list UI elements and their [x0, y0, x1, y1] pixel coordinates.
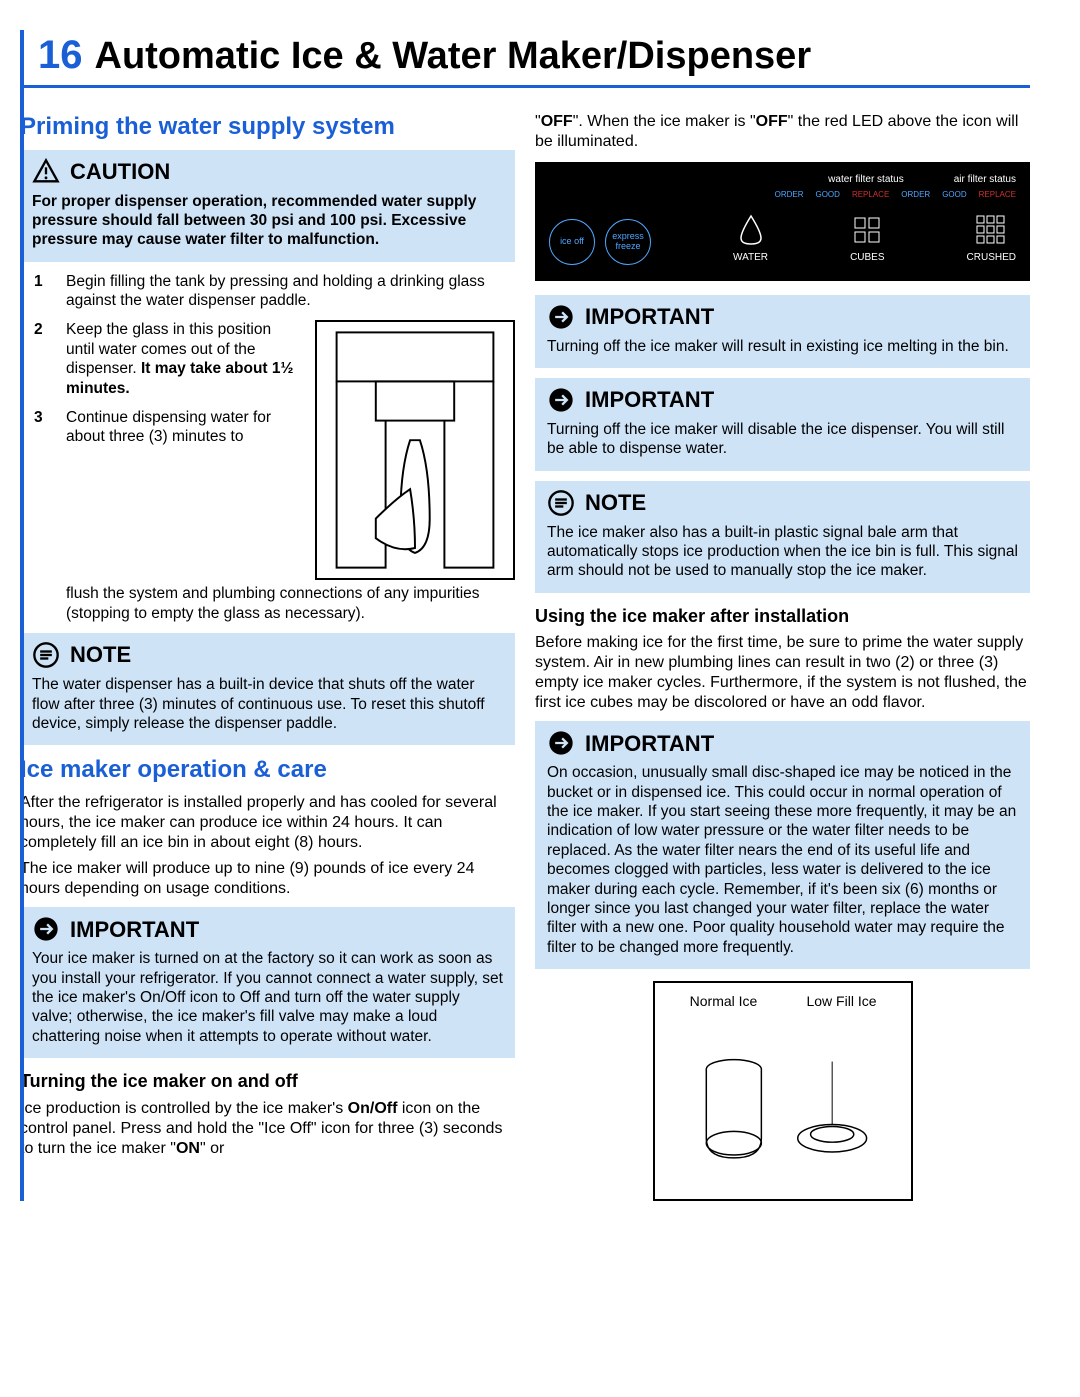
panel-cubes-item: CUBES	[850, 214, 884, 265]
normal-ice-label: Normal Ice	[684, 993, 764, 1011]
right-column: "OFF". When the ice maker is "OFF" the r…	[535, 106, 1030, 1202]
panel-water-label: WATER	[733, 252, 768, 265]
panel-crushed-item: CRUSHED	[967, 214, 1016, 265]
status-replace-2: REPLACE	[979, 190, 1016, 200]
continuation-text: "OFF". When the ice maker is "OFF" the r…	[535, 112, 1030, 152]
status-replace-1: REPLACE	[852, 190, 889, 200]
cont-off2: OFF	[756, 113, 788, 130]
important-1-body: Your ice maker is turned on at the facto…	[32, 949, 503, 1046]
page-title: Automatic Ice & Water Maker/Dispenser	[95, 33, 812, 81]
cubes-icon	[851, 214, 883, 246]
important-2-callout: IMPORTANT Turning off the ice maker will…	[535, 295, 1030, 368]
page-header: 16 Automatic Ice & Water Maker/Dispenser	[20, 30, 1030, 88]
lowfill-ice-label: Low Fill Ice	[802, 993, 882, 1011]
cont-off1: OFF	[541, 113, 573, 130]
sub1-c: " or	[200, 1140, 224, 1157]
dispenser-illustration	[315, 320, 515, 580]
important-1-callout: IMPORTANT Your ice maker is turned on at…	[20, 907, 515, 1058]
sub-using-body: Before making ice for the first time, be…	[535, 633, 1030, 713]
sub1-onoff: On/Off	[348, 1100, 398, 1117]
step-3-text-a: Continue dispensing water for about thre…	[66, 409, 271, 445]
important-4-body: On occasion, unusually small disc-shaped…	[547, 763, 1018, 957]
note-2-body: The ice maker also has a built-in plasti…	[547, 523, 1018, 581]
panel-water-filter-label: water filter status	[828, 174, 904, 187]
status-good-2: GOOD	[942, 190, 966, 200]
note-2-label: NOTE	[585, 489, 646, 517]
panel-cubes-label: CUBES	[850, 252, 884, 265]
important-icon	[547, 386, 575, 414]
sub-turning-body: Ice production is controlled by the ice …	[20, 1099, 515, 1159]
caution-label: CAUTION	[70, 158, 170, 186]
step-2: 2 Keep the glass in this position until …	[66, 320, 515, 623]
note-1-body: The water dispenser has a built-in devic…	[32, 675, 503, 733]
ice-comparison-illustration: Normal Ice Low Fill Ice	[653, 981, 913, 1201]
control-panel-illustration: water filter status air filter status OR…	[535, 162, 1030, 281]
note-2-callout: NOTE The ice maker also has a built-in p…	[535, 481, 1030, 593]
status-order-1: ORDER	[775, 190, 804, 200]
important-2-body: Turning off the ice maker will result in…	[547, 337, 1018, 356]
page-left-accent-bar	[20, 30, 24, 1201]
important-2-label: IMPORTANT	[585, 303, 714, 331]
section-priming-title: Priming the water supply system	[20, 112, 515, 142]
note-icon	[32, 641, 60, 669]
important-icon	[547, 729, 575, 757]
caution-icon	[32, 158, 60, 186]
sub-turning-title: Turning the ice maker on and off	[20, 1070, 515, 1093]
important-icon	[547, 303, 575, 331]
section-icemaker-title: Ice maker operation & care	[20, 755, 515, 785]
status-good-1: GOOD	[815, 190, 839, 200]
step-3-text-b: flush the system and plumbing connection…	[66, 584, 515, 623]
status-order-2: ORDER	[901, 190, 930, 200]
important-4-callout: IMPORTANT On occasion, unusually small d…	[535, 721, 1030, 969]
panel-water-item: WATER	[733, 214, 768, 265]
panel-ice-off-icon: ice off	[549, 219, 595, 265]
panel-air-filter-label: air filter status	[954, 174, 1016, 187]
crushed-icon	[975, 214, 1007, 246]
note-1-label: NOTE	[70, 641, 131, 669]
sub1-a: Ice production is controlled by the ice …	[20, 1100, 348, 1117]
caution-body: For proper dispenser operation, recommen…	[32, 192, 503, 250]
left-column: Priming the water supply system CAUTION …	[20, 106, 515, 1202]
water-drop-icon	[737, 214, 765, 246]
panel-crushed-label: CRUSHED	[967, 252, 1016, 265]
cont-b: ". When the ice maker is "	[573, 113, 756, 130]
important-3-callout: IMPORTANT Turning off the ice maker will…	[535, 378, 1030, 471]
icemaker-para-2: The ice maker will produce up to nine (9…	[20, 859, 515, 899]
priming-steps: 1 Begin filling the tank by pressing and…	[20, 272, 515, 624]
caution-callout: CAUTION For proper dispenser operation, …	[20, 150, 515, 262]
sub1-on: ON	[176, 1140, 200, 1157]
important-icon	[32, 915, 60, 943]
panel-express-freeze-icon: express freeze	[605, 219, 651, 265]
important-3-label: IMPORTANT	[585, 386, 714, 414]
sub-using-title: Using the ice maker after installation	[535, 605, 1030, 628]
page-number: 16	[38, 30, 83, 80]
step-1: 1 Begin filling the tank by pressing and…	[66, 272, 515, 311]
icemaker-para-1: After the refrigerator is installed prop…	[20, 793, 515, 853]
note-1-callout: NOTE The water dispenser has a built-in …	[20, 633, 515, 745]
step-1-text: Begin filling the tank by pressing and h…	[66, 273, 485, 309]
important-1-label: IMPORTANT	[70, 916, 199, 944]
important-3-body: Turning off the ice maker will disable t…	[547, 420, 1018, 459]
important-4-label: IMPORTANT	[585, 730, 714, 758]
note-icon	[547, 489, 575, 517]
